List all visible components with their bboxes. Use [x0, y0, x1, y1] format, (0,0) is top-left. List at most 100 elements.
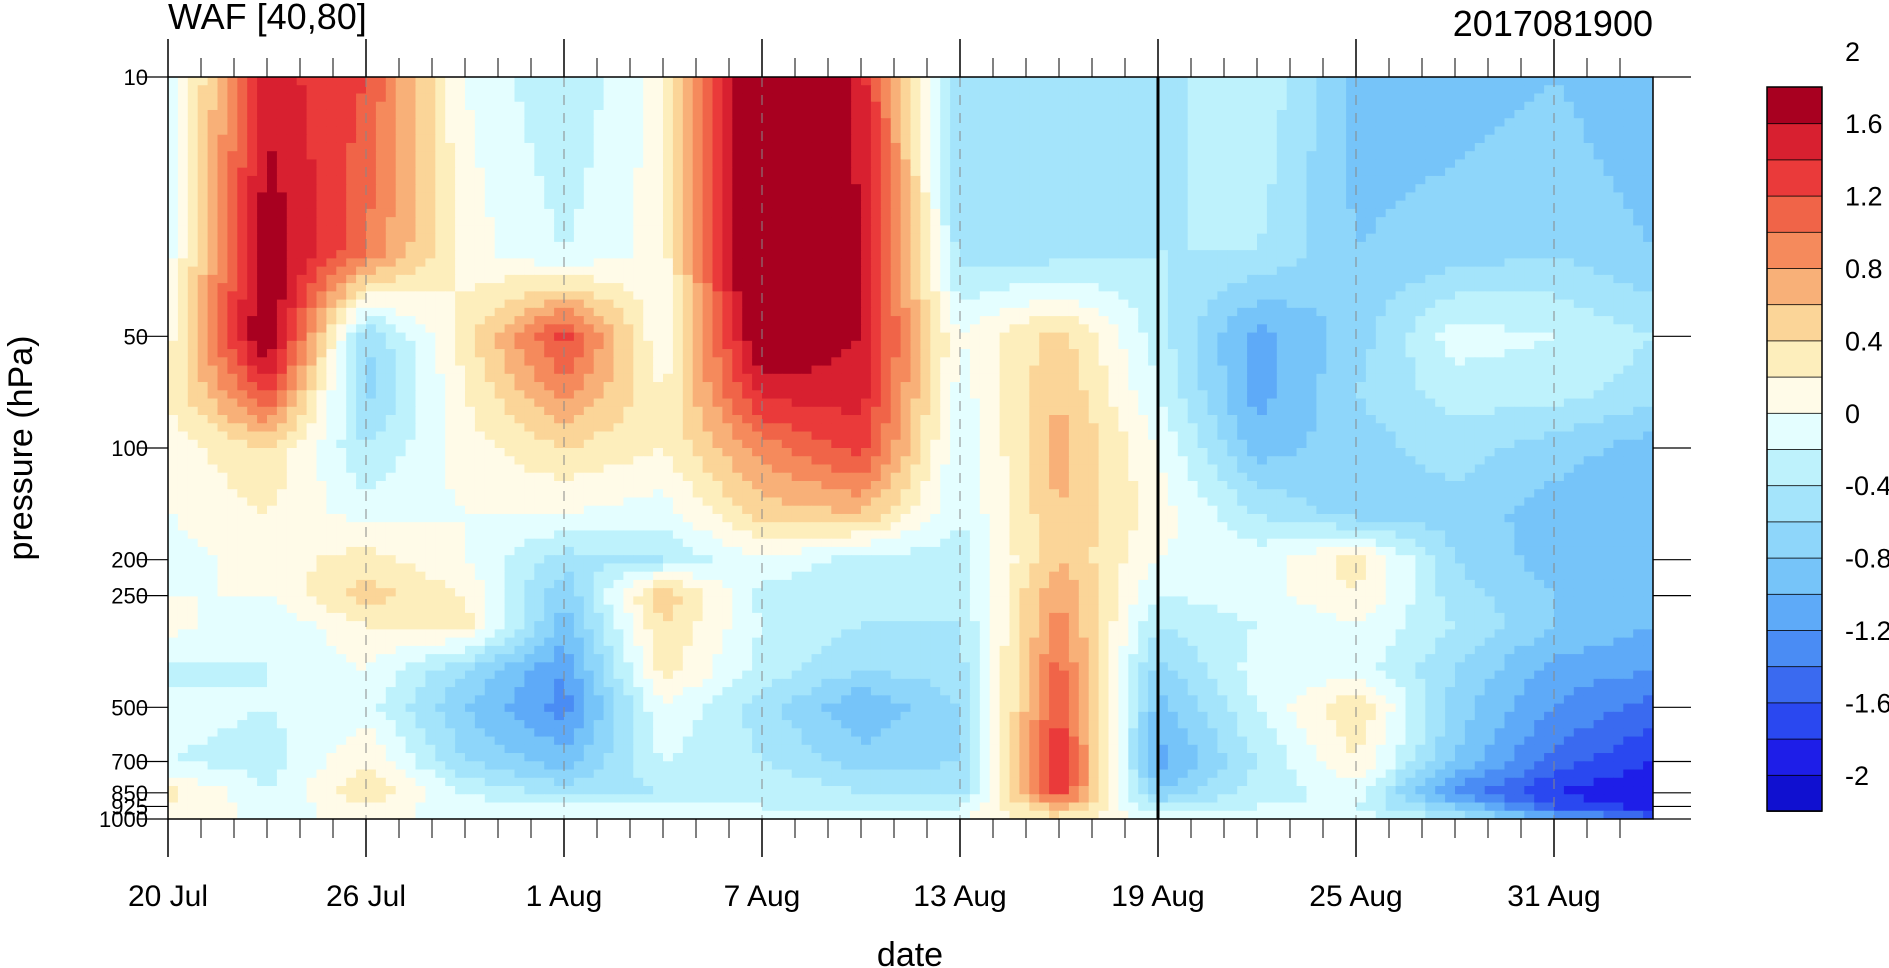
field-cell [1019, 126, 1030, 136]
field-cell [484, 324, 496, 334]
field-cell [1425, 225, 1436, 235]
field-cell [999, 266, 1011, 276]
field-cell [1148, 109, 1159, 119]
field-cell [1158, 340, 1169, 350]
field-cell [1217, 200, 1228, 210]
field-cell [583, 151, 595, 161]
field-cell [771, 93, 783, 103]
field-cell [504, 151, 516, 161]
field-cell [1395, 274, 1407, 284]
field-cell [435, 258, 446, 268]
field-cell [1039, 93, 1050, 103]
field-cell [296, 126, 308, 136]
field-cell [1068, 184, 1080, 194]
field-cell [1435, 266, 1446, 276]
field-cell [1207, 258, 1218, 268]
field-cell [1534, 142, 1545, 152]
field-cell [1643, 208, 1653, 218]
field-cell [1365, 225, 1377, 235]
field-cell [811, 258, 822, 268]
field-cell [702, 324, 714, 334]
field-cell [1247, 93, 1258, 103]
field-cell [267, 241, 278, 251]
field-cell [1405, 332, 1416, 342]
field-cell [1068, 167, 1080, 177]
field-cell [1583, 283, 1595, 292]
field-cell [1237, 109, 1248, 119]
field-cell [821, 175, 832, 185]
field-cell [375, 274, 387, 284]
field-cell [217, 77, 228, 86]
field-cell [653, 316, 664, 325]
field-cell [1029, 233, 1040, 243]
field-cell [573, 118, 585, 128]
field-cell [1563, 192, 1575, 202]
field-cell [603, 151, 615, 161]
field-cell [1484, 101, 1496, 111]
field-cell [663, 340, 674, 350]
field-cell [425, 167, 436, 177]
field-cell [544, 340, 555, 350]
field-cell [257, 151, 268, 161]
field-cell [306, 233, 318, 243]
field-cell [1524, 324, 1535, 334]
field-cell [534, 316, 545, 325]
field-cell [1356, 134, 1367, 144]
field-cell [999, 159, 1011, 169]
field-cell [979, 324, 991, 334]
field-cell [1158, 299, 1169, 309]
field-cell [672, 241, 684, 251]
field-cell [524, 175, 535, 185]
field-cell [435, 134, 446, 144]
field-cell [1484, 241, 1496, 251]
field-cell [177, 291, 189, 301]
field-cell [692, 274, 704, 284]
field-cell [752, 118, 763, 128]
field-cell [861, 217, 872, 226]
field-cell [276, 225, 288, 235]
field-cell [821, 340, 832, 350]
field-cell [197, 85, 209, 95]
field-cell [455, 192, 466, 202]
field-cell [583, 208, 595, 218]
field-cell [1098, 233, 1110, 243]
field-cell [316, 93, 327, 103]
field-cell [207, 233, 219, 243]
field-cell [554, 77, 565, 86]
field-cell [1316, 151, 1327, 161]
field-cell [1187, 167, 1199, 177]
field-cell [663, 332, 674, 342]
field-cell [979, 85, 991, 95]
field-cell [1029, 93, 1040, 103]
field-cell [1613, 85, 1624, 95]
field-cell [1356, 167, 1367, 177]
field-cell [1257, 233, 1268, 243]
field-cell [1365, 233, 1377, 243]
field-cell [1623, 192, 1634, 202]
field-cell [385, 175, 397, 185]
field-cell [742, 217, 753, 226]
field-cell [336, 101, 347, 111]
field-cell [1415, 274, 1426, 284]
field-cell [207, 291, 219, 301]
field-cell [484, 101, 496, 111]
field-cell [1108, 340, 1119, 350]
field-cell [752, 283, 763, 292]
field-cell [356, 184, 367, 194]
field-cell [1098, 217, 1110, 226]
field-cell [1405, 85, 1416, 95]
field-cell [1286, 175, 1298, 185]
field-cell [276, 85, 288, 95]
field-cell [633, 340, 644, 350]
field-cell [742, 324, 753, 334]
field-cell [940, 291, 951, 301]
field-cell [217, 101, 228, 111]
field-cell [395, 332, 407, 342]
field-cell [771, 266, 783, 276]
field-cell [643, 126, 654, 136]
field-cell [346, 225, 357, 235]
field-cell [1455, 332, 1466, 342]
field-cell [395, 316, 407, 325]
field-cell [653, 340, 664, 350]
field-cell [168, 93, 179, 103]
